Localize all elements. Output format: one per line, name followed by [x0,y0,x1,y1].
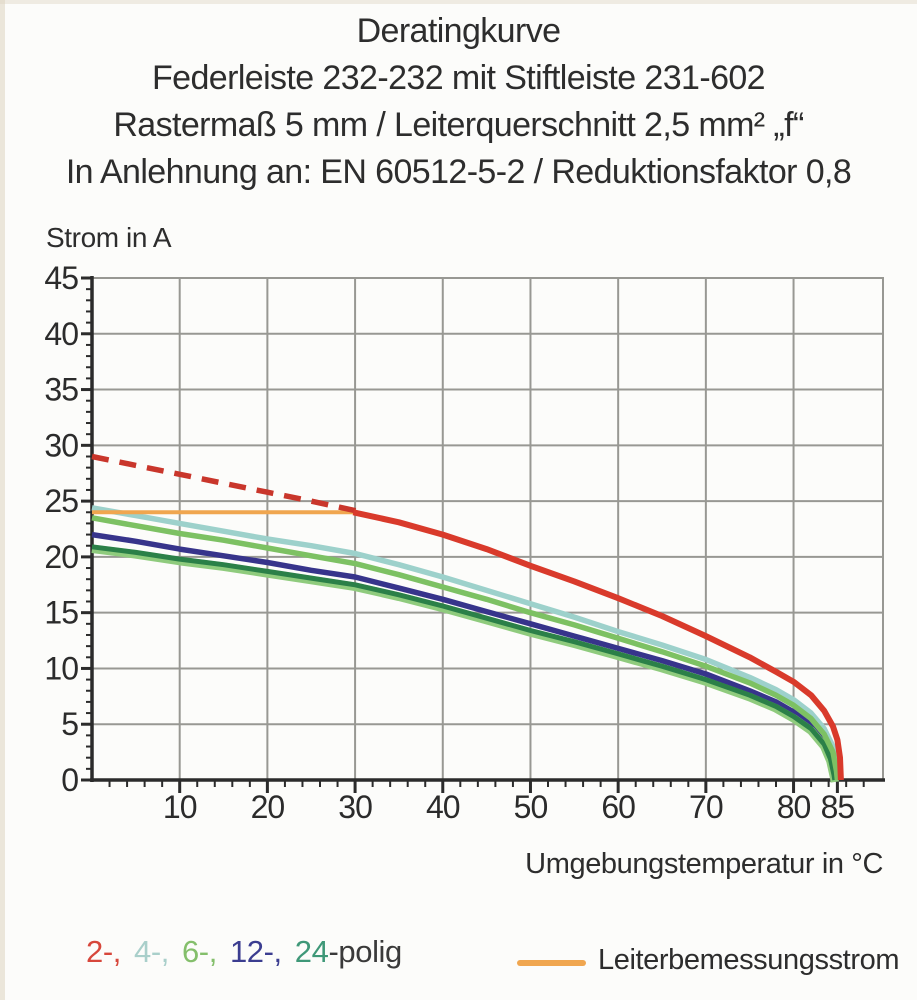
x-axis-title: Umgebungstemperatur in °C [525,848,883,880]
x-tick-label-70: 70 [689,789,723,825]
title-line-3: Rastermaß 5 mm / Leiterquerschnitt 2,5 m… [113,106,804,144]
legend-pole-4: 4-, [133,934,169,969]
x-tick-label-80: 80 [777,789,811,825]
title-line-4: In Anlehnung an: EN 60512-5-2 / Reduktio… [65,153,852,191]
scan-edge-top [0,0,917,4]
rated-current-line-swatch [517,960,586,966]
x-tick-label-20: 20 [251,789,285,825]
y-tick-label-20: 20 [44,539,78,575]
title-line-1: Deratingkurve [356,12,561,50]
y-tick-label-40: 40 [44,316,78,352]
rated-current-label: Leiterbemessungsstrom [598,944,900,976]
series-12-polig [91,531,840,781]
y-tick-label-30: 30 [44,427,78,463]
legend-pole-6: 6-, [181,934,217,969]
y-tick-label-35: 35 [44,372,78,408]
legend-pole-2: 2-, [86,934,121,969]
series-6-polig [91,515,841,781]
y-tick-label-25: 25 [44,483,78,519]
scan-edge-left [0,0,5,1000]
y-tick-label-15: 15 [44,595,78,631]
series-4-polig [91,505,842,781]
y-tick-label-45: 45 [44,260,78,296]
chart-title-block: Deratingkurve Federleiste 232-232 mit St… [0,8,917,196]
legend-pole-12: 12-, [229,934,282,969]
y-tick-label-10: 10 [44,650,78,686]
legend-poles: 2-, 4-, 6-, 12-, 24-polig [86,934,402,970]
series-24-polig [91,544,838,781]
x-tick-label-85: 85 [821,789,855,825]
y-tick-label-5: 5 [61,706,78,742]
y-axis-title: Strom in A [46,222,172,253]
series-2-polig [352,509,844,781]
x-tick-label-30: 30 [338,789,372,825]
x-tick-label-50: 50 [514,789,548,825]
y-tick-label-0: 0 [61,762,78,798]
legend-pole-suffix: -polig [328,934,402,969]
title-line-2: Federleiste 232-232 mit Stiftleiste 231-… [152,59,766,97]
series-2-polig gestrichelt [91,453,359,514]
legend-pole-24: 24 [294,934,329,969]
x-tick-label-40: 40 [426,789,460,825]
x-tick-label-10: 10 [163,789,197,825]
x-tick-label-60: 60 [601,789,635,825]
